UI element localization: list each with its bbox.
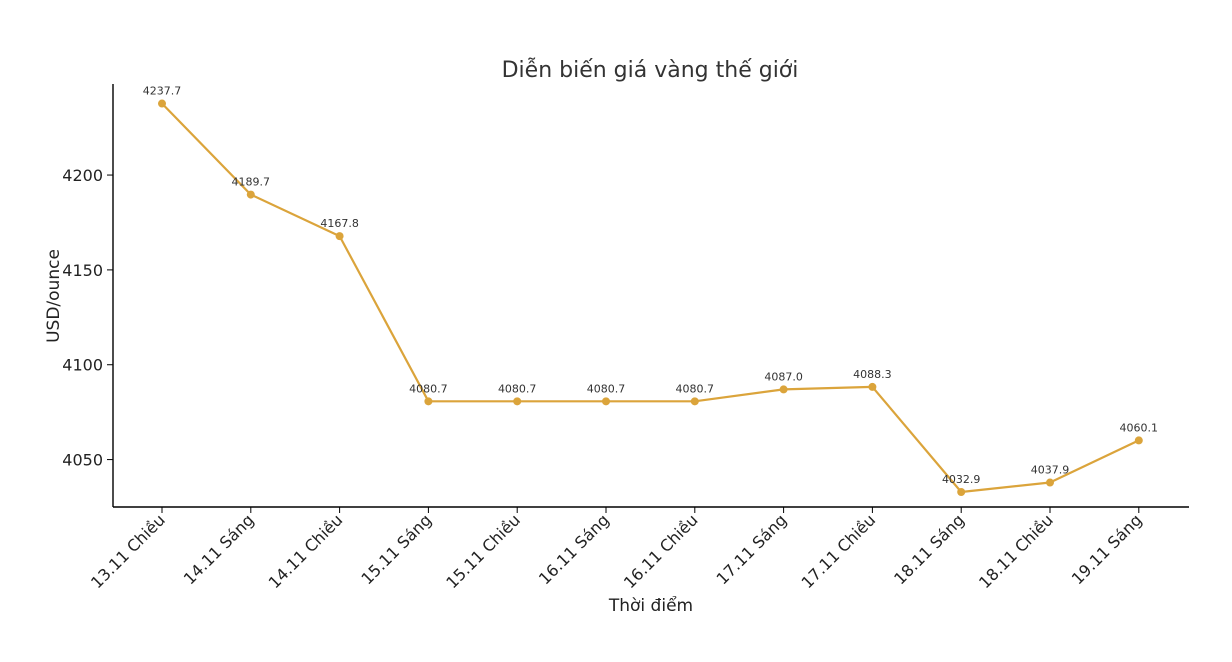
- x-ticks: 13.11 Chiều 14.11 Sáng 14.11 Chiều 15.11 Sá…: [87, 507, 1146, 592]
- x-tick-label: 18.11 Chiều: [975, 510, 1057, 592]
- x-tick-label: 16.11 Chiều: [620, 510, 702, 592]
- data-label: 4080.7: [498, 382, 537, 395]
- x-tick-label: 15.11 Chiều: [442, 510, 524, 592]
- data-label: 4080.7: [676, 382, 715, 395]
- data-point: [1046, 478, 1054, 487]
- x-tick-label: 17.11 Chiều: [797, 510, 879, 592]
- data-point: [1134, 436, 1143, 445]
- data-label: 4189.7: [232, 176, 271, 189]
- data-label: 4080.7: [587, 382, 626, 395]
- x-tick-label: 14.11 Chiều: [265, 510, 347, 592]
- data-label: 4060.1: [1120, 421, 1159, 434]
- data-label: 4167.8: [320, 217, 359, 230]
- x-tick-label: 17.11 Sáng: [713, 510, 791, 588]
- x-tick-label: 18.11 Sáng: [890, 510, 968, 588]
- data-point: [158, 99, 166, 108]
- data-point: [335, 232, 344, 241]
- data-point: [779, 385, 788, 394]
- data-label: 4032.9: [942, 473, 981, 486]
- chart-title: Diễn biến giá vàng thế giới: [502, 57, 799, 83]
- x-tick-label: 16.11 Sáng: [535, 510, 613, 588]
- y-tick-label: 4200: [62, 166, 103, 185]
- data-label: 4087.0: [764, 370, 803, 383]
- x-tick-label: 13.11 Chiều: [87, 510, 169, 592]
- y-tick-label: 4150: [62, 261, 103, 280]
- data-point: [602, 397, 610, 406]
- data-labels: 4237.7 4189.7 4167.8 4080.7 4080.7 4080.7 4080…: [143, 85, 1158, 486]
- y-axis-label: USD/ounce: [44, 249, 64, 343]
- data-point: [957, 488, 966, 497]
- data-label: 4080.7: [409, 382, 448, 395]
- y-ticks: 4050 4100 4150 4200: [62, 166, 113, 470]
- series-line: [161, 102, 1140, 494]
- data-label: 4037.9: [1031, 464, 1070, 477]
- y-tick-label: 4050: [62, 451, 103, 470]
- data-label: 4237.7: [143, 85, 182, 98]
- y-tick-label: 4100: [62, 356, 103, 375]
- data-markers: [158, 99, 1143, 497]
- x-axis-label: Thời điểm: [608, 595, 693, 616]
- data-point: [246, 190, 255, 199]
- x-tick-label: 19.11 Sáng: [1068, 510, 1146, 588]
- x-tick-label: 14.11 Sáng: [180, 510, 258, 588]
- data-label: 4088.3: [853, 368, 892, 381]
- data-point: [690, 397, 699, 406]
- data-point: [868, 382, 877, 391]
- data-point: [513, 397, 522, 406]
- data-point: [424, 397, 433, 406]
- x-tick-label: 15.11 Sáng: [357, 510, 435, 588]
